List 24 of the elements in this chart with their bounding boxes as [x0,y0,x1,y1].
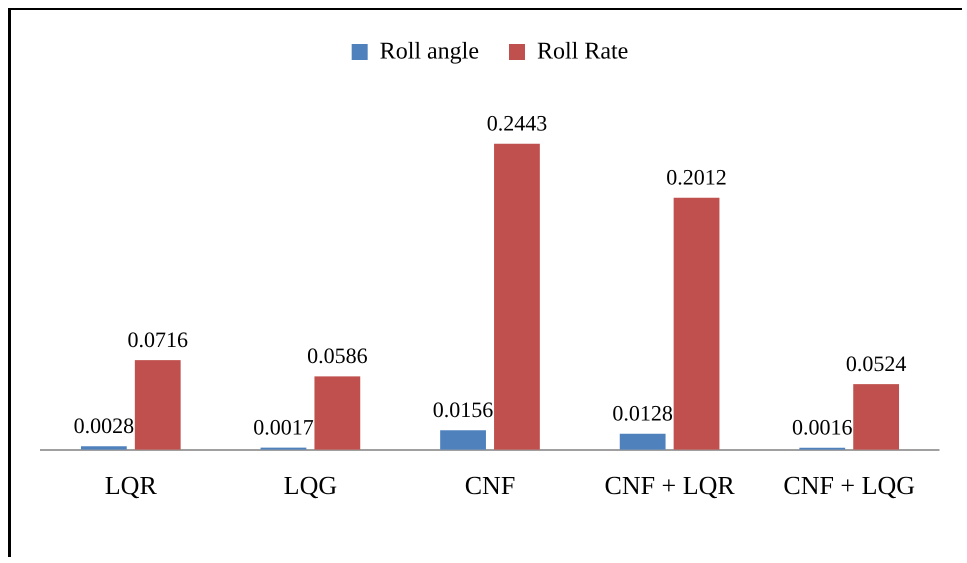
bar [853,384,900,450]
data-label: 0.0716 [127,326,188,352]
legend-label: Roll angle [380,38,480,64]
bar [314,376,360,450]
data-label: 0.2012 [666,164,727,190]
x-tick-label: CNF + LQG [783,471,916,500]
x-tick-label: CNF + LQR [604,471,736,500]
x-tick-label: LQG [284,471,338,500]
bar [440,430,486,450]
data-label: 0.0128 [612,400,673,426]
legend-label: Roll Rate [536,38,628,64]
bar [134,360,181,450]
bar [494,144,540,450]
bar [620,434,666,450]
data-label: 0.0524 [846,350,906,376]
bar [674,198,720,450]
data-label: 0.0028 [74,413,134,438]
data-label: 0.0017 [253,414,314,440]
data-label: 0.0016 [792,414,853,440]
data-label: 0.0156 [432,397,494,422]
data-label: 0.0586 [307,343,368,368]
x-tick-label: CNF [464,471,516,500]
x-tick-label: LQR [104,471,158,500]
data-label: 0.2443 [486,110,548,136]
